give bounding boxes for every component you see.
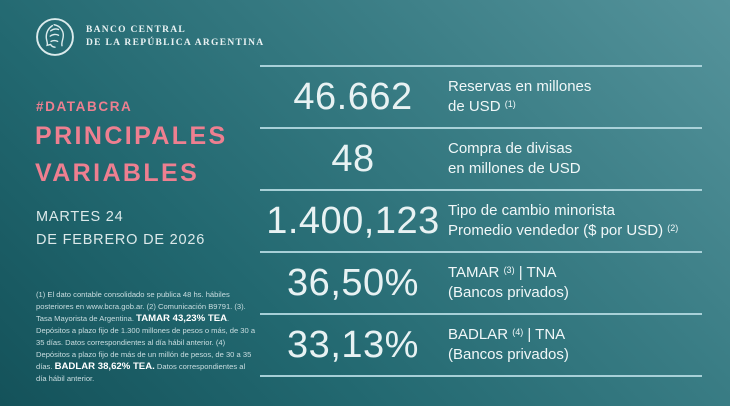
page-title-line1: PRINCIPALES — [35, 122, 228, 150]
label-line1: Tipo de cambio minorista — [448, 202, 616, 219]
label-footnote-ref: (1) — [504, 99, 516, 109]
page-title: PRINCIPALES VARIABLES — [35, 118, 228, 192]
label-footnote-ref: (4) — [512, 327, 524, 337]
indicator-value: 36,50% — [287, 261, 419, 304]
label-line1: Reservas en millones — [448, 78, 592, 95]
footnotes: (1) El dato contable consolidado se publ… — [36, 289, 256, 385]
label-line1: BADLAR — [448, 326, 513, 343]
footnote-segment: Datos correspondientes al día hábil ante… — [36, 361, 246, 383]
footnote-segment: . Depósitos a plazo fijo de 1.300 millon… — [36, 313, 256, 371]
label-line1-cont: | TNA — [523, 326, 566, 343]
brand-name-line2: DE LA REPÚBLICA ARGENTINA — [86, 38, 265, 48]
label-line2: (Bancos privados) — [448, 284, 569, 301]
report-date-line1: MARTES 24 — [36, 209, 124, 225]
brand-name-line1: BANCO CENTRAL — [86, 25, 187, 35]
indicator-row-badlar: 33,13% BADLAR (4) | TNA (Bancos privados… — [260, 313, 702, 375]
label-line2: (Bancos privados) — [448, 346, 569, 363]
indicator-value: 1.400,123 — [266, 199, 440, 242]
label-line2: de USD — [448, 98, 505, 115]
indicator-label: TAMAR (3) | TNA (Bancos privados) — [448, 263, 569, 303]
report-date-line2: DE FEBRERO DE 2026 — [36, 232, 206, 248]
label-line2: en millones de USD — [448, 160, 581, 177]
indicator-table: 46.662 Reservas en millones de USD (1) 4… — [260, 65, 702, 377]
footnote-segment: (1) El dato contable consolidado se publ… — [36, 289, 246, 323]
indicator-value: 46.662 — [293, 75, 413, 118]
bcra-logo-lockup: BANCO CENTRAL DE LA REPÚBLICA ARGENTINA — [34, 16, 264, 58]
label-line1: Compra de divisas — [448, 140, 573, 157]
indicator-value: 33,13% — [287, 323, 419, 366]
indicator-row-compra-divisas: 48 Compra de divisas en millones de USD — [260, 127, 702, 189]
bcra-logo-icon — [36, 18, 74, 56]
label-line1: TAMAR — [448, 264, 504, 281]
label-line2: Promedio vendedor ($ por USD) — [448, 222, 668, 239]
footnote-tamar-rate: TAMAR 43,23% TEA — [136, 312, 228, 324]
hashtag-databcra: #DATABCRA — [36, 99, 133, 114]
footnote-badlar-rate: BADLAR 38,62% TEA. — [54, 360, 155, 372]
label-line1-cont: | TNA — [514, 264, 557, 281]
indicator-label: Reservas en millones de USD (1) — [448, 77, 591, 117]
page-title-line2: VARIABLES — [35, 159, 200, 187]
indicator-row-tamar: 36,50% TAMAR (3) | TNA (Bancos privados) — [260, 251, 702, 313]
indicator-value: 48 — [331, 137, 375, 180]
indicator-label: BADLAR (4) | TNA (Bancos privados) — [448, 325, 569, 365]
label-footnote-ref: (2) — [667, 223, 679, 233]
indicator-row-reservas: 46.662 Reservas en millones de USD (1) — [260, 65, 702, 127]
indicator-row-tipo-cambio: 1.400,123 Tipo de cambio minorista Prome… — [260, 189, 702, 251]
label-footnote-ref: (3) — [503, 265, 515, 275]
indicator-label: Tipo de cambio minorista Promedio vended… — [448, 201, 678, 241]
indicator-label: Compra de divisas en millones de USD — [448, 139, 581, 179]
report-date: MARTES 24 DE FEBRERO DE 2026 — [36, 206, 205, 252]
